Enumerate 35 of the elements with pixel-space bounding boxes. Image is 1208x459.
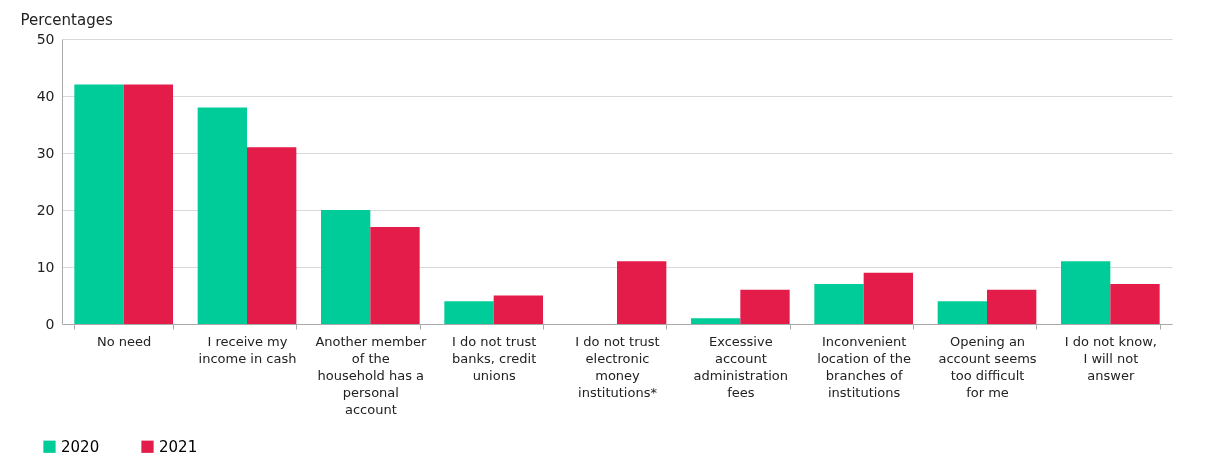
bar — [937, 301, 987, 324]
bar — [814, 284, 864, 324]
bar — [123, 84, 173, 324]
bar — [740, 289, 790, 324]
bar — [1061, 261, 1111, 324]
legend-label: 2021 — [159, 437, 198, 456]
x-tick-label: Inconvenient location of the branches of institutions — [817, 333, 912, 400]
x-tick-label: Another member of the household has a personal account — [315, 333, 427, 417]
y-tick-label: 50 — [36, 30, 55, 47]
y-tick-label: 40 — [36, 87, 55, 104]
x-tick-label: I do not trust electronic money institutions* — [575, 333, 660, 400]
x-tick-label: I do not trust banks, credit unions — [452, 333, 537, 383]
y-tick-label: 20 — [36, 201, 55, 218]
x-tick-label: No need — [97, 333, 152, 349]
y-tick-label: 0 — [45, 315, 55, 332]
bar — [321, 210, 371, 324]
bar — [247, 147, 297, 324]
x-tick-label: Excessive account administration fees — [693, 333, 789, 400]
x-tick-label: I receive my income in cash — [198, 333, 297, 366]
y-tick-label: 10 — [36, 258, 55, 275]
legend-label: 2020 — [61, 437, 100, 456]
y-tick-label: 30 — [36, 144, 55, 161]
bar — [987, 289, 1037, 324]
bar — [197, 107, 247, 324]
bar — [691, 318, 741, 324]
bar — [617, 261, 667, 324]
bar — [1110, 284, 1160, 324]
bar — [863, 272, 913, 324]
x-tick-label: Opening an account seems too difficult for me — [938, 333, 1037, 400]
bar — [444, 301, 494, 324]
bar — [74, 84, 124, 324]
x-tick-label: I do not know, I will not answer — [1064, 333, 1157, 383]
y-axis-title: Percentages — [20, 10, 113, 29]
bar — [370, 227, 420, 324]
bar — [493, 295, 543, 324]
